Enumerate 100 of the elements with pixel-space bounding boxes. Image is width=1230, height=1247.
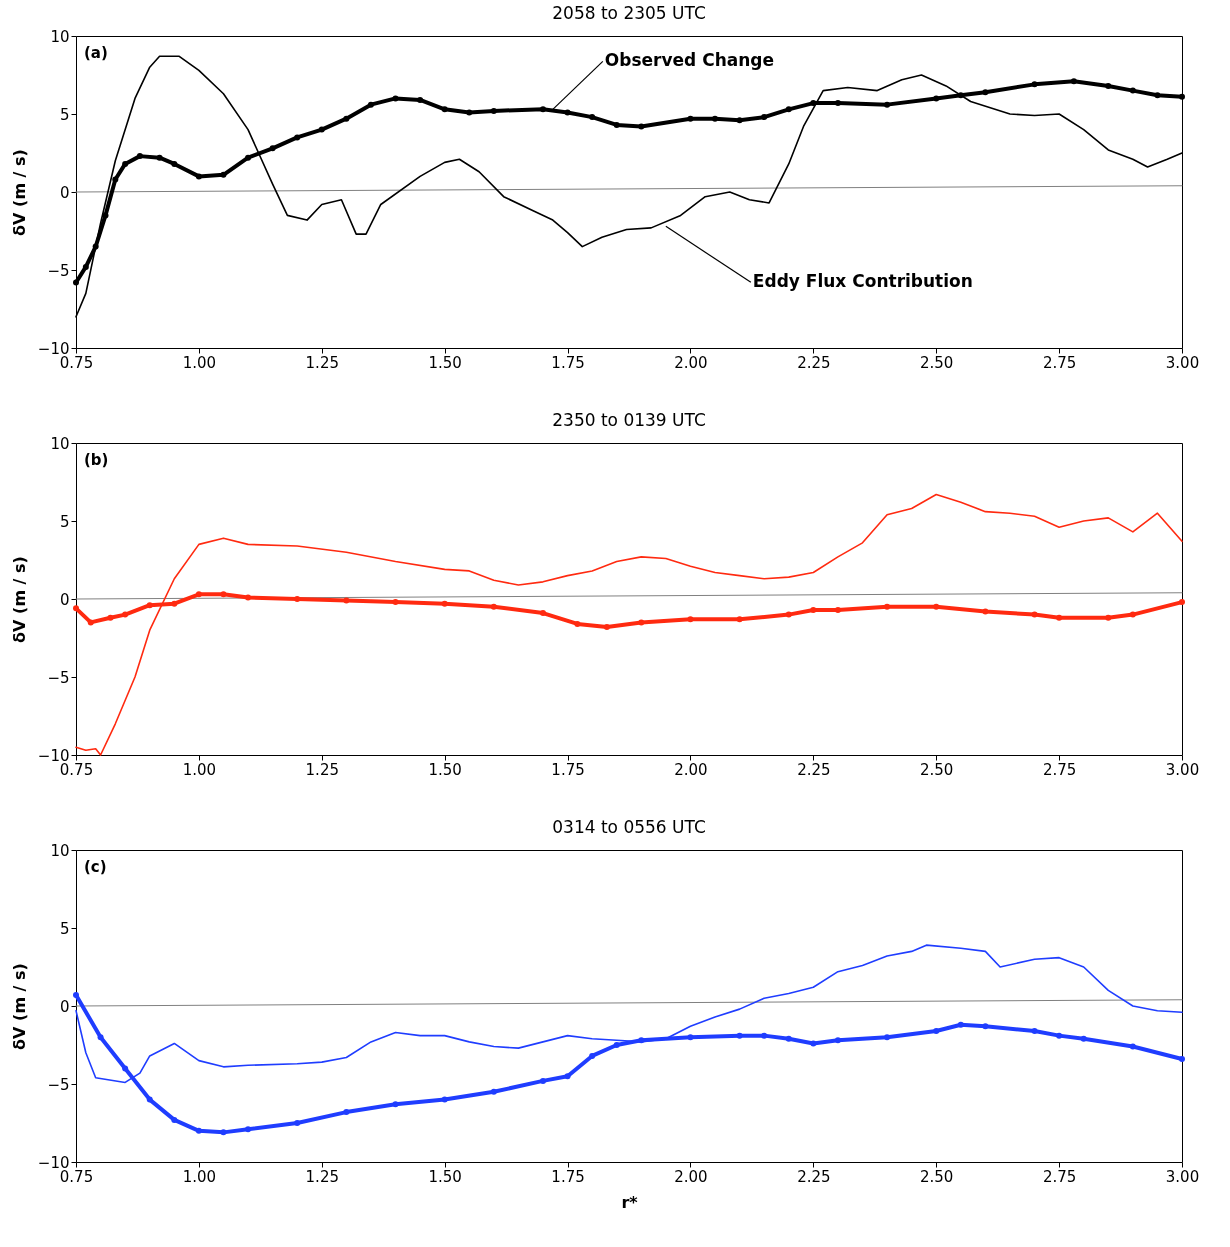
point: [834, 100, 841, 107]
point: [1056, 614, 1063, 621]
point: [834, 606, 841, 613]
point: [441, 106, 448, 113]
point: [156, 154, 163, 161]
x-tick-label: 0.75: [59, 760, 94, 779]
point: [294, 596, 301, 602]
point: [1129, 611, 1136, 618]
point: [82, 263, 89, 270]
point: [245, 1126, 252, 1133]
point: [73, 279, 79, 286]
point: [112, 176, 119, 183]
point: [417, 96, 424, 103]
point: [392, 1101, 399, 1108]
x-tick-label: 1.00: [182, 760, 217, 779]
x-tick-label: 1.75: [551, 353, 585, 372]
point: [1080, 1035, 1087, 1042]
point: [245, 594, 252, 601]
point: [589, 114, 596, 121]
point: [884, 1034, 891, 1041]
point: [1031, 611, 1038, 618]
x-tick-label: 2.25: [797, 1167, 831, 1186]
point: [87, 619, 94, 626]
point: [1179, 1056, 1185, 1063]
y-tick-label: 5: [59, 512, 70, 531]
point: [933, 1027, 940, 1034]
x-tick-label: 2.75: [1042, 760, 1077, 779]
point: [1056, 1032, 1063, 1039]
point: [343, 1109, 350, 1116]
point: [73, 605, 79, 612]
point: [220, 591, 227, 598]
x-tick-label: 1.00: [182, 1167, 217, 1186]
y-axis-title: δV (m / s): [9, 149, 29, 236]
point: [638, 1037, 645, 1044]
x-tick-label: 2.50: [920, 353, 954, 372]
point: [146, 1096, 153, 1103]
x-tick-label: 2.75: [1042, 353, 1077, 372]
line-series: [75, 493, 1183, 756]
point: [392, 95, 399, 102]
point: [490, 1088, 497, 1095]
point: [564, 1073, 571, 1080]
y-tick-label: 0: [59, 590, 70, 609]
point: [933, 95, 940, 102]
point: [490, 107, 497, 114]
point: [834, 1037, 841, 1044]
x-tick-label: 1.75: [551, 1167, 585, 1186]
point: [343, 597, 350, 604]
y-axis-title: δV (m / s): [9, 556, 29, 643]
y-tick-label: −5: [47, 668, 70, 687]
point: [1105, 82, 1112, 89]
point: [687, 115, 694, 122]
x-tick-label: 1.50: [428, 1167, 462, 1186]
x-tick-label: 2.50: [920, 1167, 954, 1186]
x-tick-label: 0.75: [59, 353, 94, 372]
point: [97, 1034, 104, 1041]
point: [1179, 93, 1185, 100]
point: [466, 109, 473, 116]
x-axis-title: r*: [621, 1192, 639, 1212]
point: [982, 89, 989, 96]
x-tick-label: 3.00: [1165, 353, 1200, 372]
point: [982, 1023, 989, 1030]
point: [171, 600, 178, 607]
x-tick-label: 2.00: [674, 760, 708, 779]
point: [810, 1040, 817, 1047]
point: [574, 620, 581, 627]
point: [884, 603, 891, 610]
x-tick-label: 0.75: [59, 1167, 94, 1186]
chart-title: 2058 to 2305 UTC: [552, 3, 706, 23]
annotation: (c): [84, 858, 107, 876]
y-tick-label: 10: [50, 841, 70, 860]
point: [1154, 92, 1161, 99]
point: [73, 992, 79, 999]
x-tick-label: 2.25: [797, 353, 831, 372]
x-tick-label: 1.50: [428, 760, 462, 779]
annotation: Eddy Flux Contribution: [752, 271, 973, 292]
point: [220, 1129, 227, 1136]
point: [613, 1042, 620, 1048]
point: [122, 160, 129, 167]
point: [220, 171, 227, 178]
point: [613, 121, 620, 128]
point: [785, 1035, 792, 1042]
point: [490, 603, 497, 610]
point: [441, 1096, 448, 1103]
point: [294, 1120, 301, 1126]
annotation: (a): [84, 44, 108, 62]
point: [195, 1127, 202, 1134]
x-tick-label: 2.75: [1042, 1167, 1077, 1186]
point: [1070, 78, 1077, 85]
point: [603, 624, 610, 631]
y-tick-label: 5: [59, 105, 70, 124]
annotation: Observed Change: [604, 50, 775, 71]
point: [638, 619, 645, 626]
point: [785, 106, 792, 113]
point: [1031, 81, 1038, 88]
x-tick-label: 1.25: [305, 1167, 339, 1186]
point: [736, 616, 743, 623]
point: [712, 115, 719, 122]
point: [1129, 1043, 1136, 1050]
x-tick-label: 2.25: [797, 760, 831, 779]
x-tick-label: 1.00: [182, 353, 217, 372]
